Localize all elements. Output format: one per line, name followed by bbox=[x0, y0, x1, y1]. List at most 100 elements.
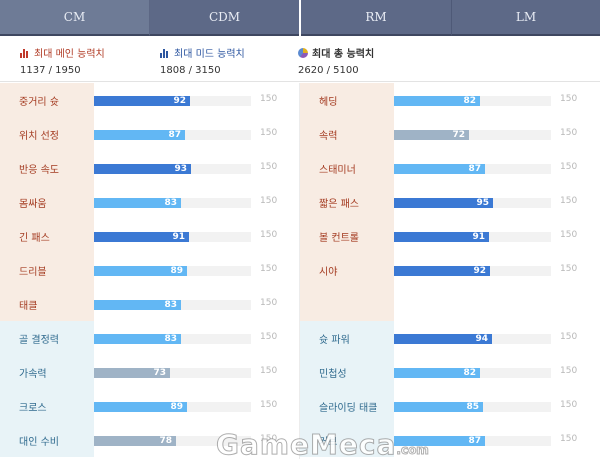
stat-value: 83 bbox=[164, 334, 177, 344]
tab-rm[interactable]: RM bbox=[301, 0, 452, 36]
stat-value: 91 bbox=[472, 232, 485, 242]
tab-lm[interactable]: LM bbox=[452, 0, 600, 36]
stat-bar-fill: 82 bbox=[394, 368, 480, 378]
stat-value: 85 bbox=[466, 402, 479, 412]
stat-value: 87 bbox=[168, 130, 181, 140]
stat-row: 커브 87 150 bbox=[300, 423, 600, 457]
stat-row: 크로스 89 150 bbox=[0, 389, 300, 423]
stat-bar-fill: 91 bbox=[394, 232, 489, 242]
total-stat-value: 2620 / 5100 bbox=[298, 65, 359, 76]
stat-row: 시야 92 150 bbox=[300, 253, 600, 287]
stat-bar-fill: 78 bbox=[94, 436, 176, 446]
stat-name: 크로스 bbox=[0, 389, 94, 423]
stat-bar-fill: 93 bbox=[94, 164, 191, 174]
stat-max: 150 bbox=[560, 332, 578, 342]
stat-bar-track: 73 bbox=[94, 368, 251, 378]
stat-bar-fill: 83 bbox=[94, 300, 181, 310]
stat-max: 150 bbox=[260, 332, 278, 342]
stat-value: 83 bbox=[164, 300, 177, 310]
tab-cm[interactable]: CM bbox=[0, 0, 150, 36]
main-stat-value: 1137 / 1950 bbox=[20, 65, 81, 76]
stat-max: 150 bbox=[260, 366, 278, 376]
stat-max: 150 bbox=[260, 196, 278, 206]
stat-row: 가속력 73 150 bbox=[0, 355, 300, 389]
stat-bar-track: 87 bbox=[94, 130, 251, 140]
stat-row: 민첩성 82 150 bbox=[300, 355, 600, 389]
stat-value: 89 bbox=[170, 402, 183, 412]
pie-chart-icon bbox=[298, 47, 308, 58]
stat-bar-fill: 95 bbox=[394, 198, 493, 208]
stat-bar-track: 82 bbox=[394, 96, 551, 106]
stat-bar-fill: 83 bbox=[94, 198, 181, 208]
position-tabs: CM CDM RM LM bbox=[0, 0, 600, 36]
stat-name: 볼 컨트롤 bbox=[300, 219, 394, 253]
stat-bar-fill: 94 bbox=[394, 334, 492, 344]
stat-name: 스태미너 bbox=[300, 151, 394, 185]
stat-bar-fill: 91 bbox=[94, 232, 189, 242]
stat-row: 볼 컨트롤 91 150 bbox=[300, 219, 600, 253]
stat-bar-fill: 92 bbox=[394, 266, 490, 276]
stat-row: 드리블 89 150 bbox=[0, 253, 300, 287]
stat-max: 150 bbox=[260, 128, 278, 138]
stat-bar-track: 91 bbox=[94, 232, 251, 242]
stat-max: 150 bbox=[260, 400, 278, 410]
stat-row: 대인 수비 78 150 bbox=[0, 423, 300, 457]
main-stat-summary: 최대 메인 능력치 1137 / 1950 bbox=[20, 45, 105, 76]
stat-row: 중거리 슛 92 150 bbox=[0, 83, 300, 117]
stat-value: 95 bbox=[476, 198, 489, 208]
mid-stat-summary: 최대 미드 능력치 1808 / 3150 bbox=[160, 45, 245, 76]
stat-name: 중거리 슛 bbox=[0, 83, 94, 117]
stat-max: 150 bbox=[560, 196, 578, 206]
stat-value: 89 bbox=[170, 266, 183, 276]
stat-bar-fill: 87 bbox=[94, 130, 185, 140]
stat-row: 반응 속도 93 150 bbox=[0, 151, 300, 185]
stat-bar-track: 91 bbox=[394, 232, 551, 242]
stat-value: 73 bbox=[153, 368, 166, 378]
stat-max: 150 bbox=[560, 162, 578, 172]
stat-max: 150 bbox=[260, 264, 278, 274]
stat-bar-track: 78 bbox=[94, 436, 251, 446]
stat-value: 87 bbox=[468, 436, 481, 446]
total-stat-summary: 최대 총 능력치 2620 / 5100 bbox=[298, 45, 374, 76]
stat-bar-track: 83 bbox=[94, 198, 251, 208]
stat-bar-track: 89 bbox=[94, 266, 251, 276]
stat-max: 150 bbox=[560, 400, 578, 410]
stat-bar-fill: 87 bbox=[394, 436, 485, 446]
watermark-logo: GameMeca.com bbox=[215, 428, 429, 461]
stat-summary: 최대 메인 능력치 1137 / 1950 최대 미드 능력치 1808 / 3… bbox=[0, 36, 600, 82]
stat-bar-track: 94 bbox=[394, 334, 551, 344]
stat-name: 속력 bbox=[300, 117, 394, 151]
stat-bar-fill: 89 bbox=[94, 266, 187, 276]
stat-bar-track: 72 bbox=[394, 130, 551, 140]
stat-bar-fill: 87 bbox=[394, 164, 485, 174]
stat-value: 78 bbox=[159, 436, 172, 446]
stat-row: 슛 파워 94 150 bbox=[300, 321, 600, 355]
stat-max: 150 bbox=[560, 94, 578, 104]
mid-stat-value: 1808 / 3150 bbox=[160, 65, 221, 76]
stat-bar-track: 87 bbox=[394, 164, 551, 174]
stat-name: 커브 bbox=[300, 423, 394, 457]
stat-bar-track: 87 bbox=[394, 436, 551, 446]
tab-cdm[interactable]: CDM bbox=[150, 0, 299, 36]
stat-row: 속력 72 150 bbox=[300, 117, 600, 151]
column-divider bbox=[299, 83, 300, 459]
stat-value: 83 bbox=[164, 198, 177, 208]
stat-name: 슬라이딩 태클 bbox=[300, 389, 394, 423]
stat-value: 93 bbox=[174, 164, 187, 174]
stat-max: 150 bbox=[260, 298, 278, 308]
stat-max: 150 bbox=[260, 162, 278, 172]
stat-max: 150 bbox=[260, 434, 278, 444]
stat-name: 시야 bbox=[300, 253, 394, 287]
stat-bar-track: 82 bbox=[394, 368, 551, 378]
stat-bar-fill: 83 bbox=[94, 334, 181, 344]
stat-name: 드리블 bbox=[0, 253, 94, 287]
stat-bar-fill: 89 bbox=[94, 402, 187, 412]
stat-name: 짧은 패스 bbox=[300, 185, 394, 219]
stat-bar-track: 89 bbox=[94, 402, 251, 412]
stat-row: 짧은 패스 95 150 bbox=[300, 185, 600, 219]
stat-bar-fill: 92 bbox=[94, 96, 190, 106]
stat-max: 150 bbox=[560, 434, 578, 444]
blue-bar-chart-icon bbox=[160, 48, 170, 58]
stat-row: 골 결정력 83 150 bbox=[0, 321, 300, 355]
stat-bar-fill: 82 bbox=[394, 96, 480, 106]
